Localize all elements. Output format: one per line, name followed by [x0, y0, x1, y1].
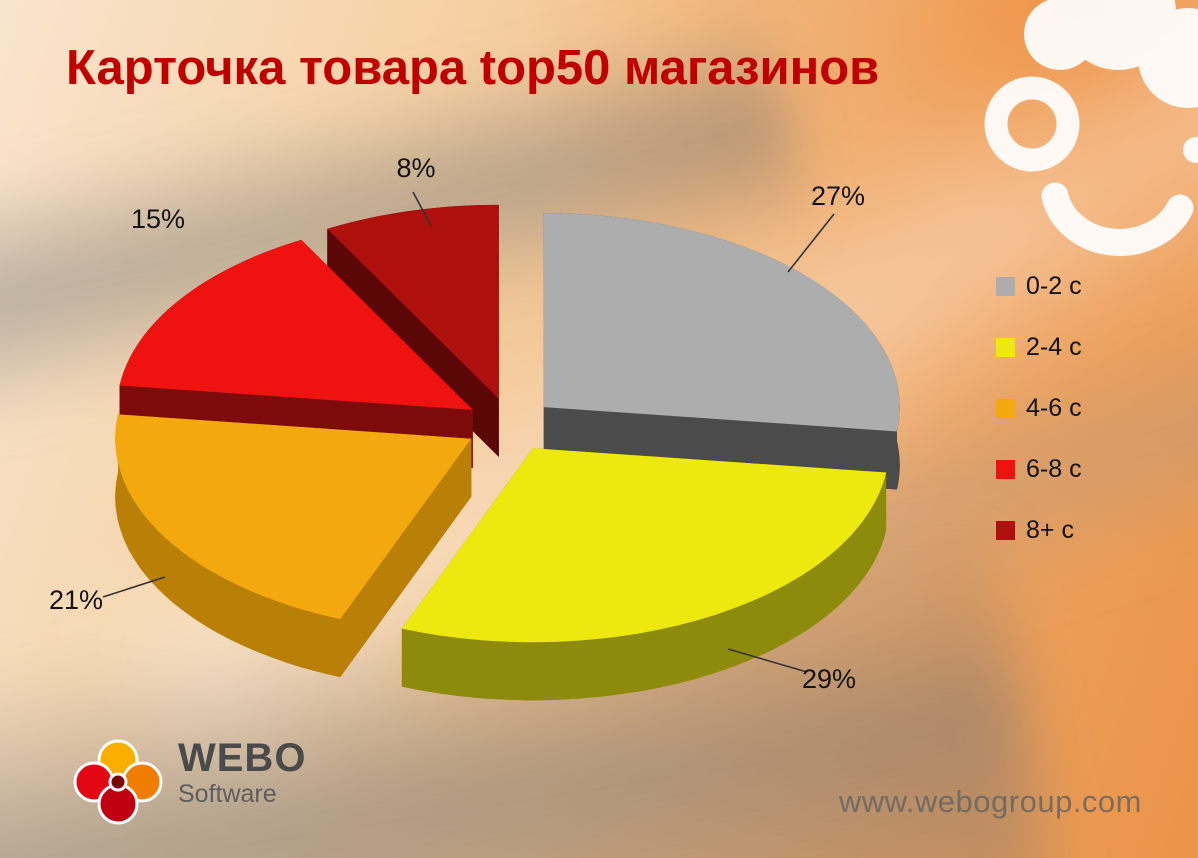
legend-swatch	[996, 338, 1015, 357]
legend-swatch	[996, 521, 1015, 540]
logo-name: WEBO	[178, 736, 307, 780]
leader-line	[727, 648, 808, 673]
legend-item: 8+ с	[996, 516, 1082, 545]
pie-slice-2-4-с	[401, 448, 887, 701]
leader-line	[412, 191, 432, 227]
legend-item: 4-6 с	[996, 394, 1082, 423]
legend-item: 6-8 с	[996, 455, 1082, 484]
legend-swatch	[996, 399, 1015, 418]
pie-slice-4-6-с	[115, 414, 472, 678]
pie-label-15-percent: 15%	[130, 204, 186, 234]
legend: 0-2 с 2-4 с 4-6 с 6-8 с 8+ с	[996, 272, 1082, 545]
pie-slice-0-2-с	[543, 213, 900, 490]
legend-label: 0-2 с	[1026, 272, 1082, 300]
website-link[interactable]: www.webogroup.com	[838, 784, 1142, 819]
legend-label: 4-6 с	[1026, 394, 1082, 422]
webo-flower-icon	[73, 739, 163, 825]
legend-item: 2-4 с	[996, 333, 1082, 362]
slide-title: Карточка товара top50 магазинов	[66, 41, 880, 95]
legend-label: 2-4 с	[1026, 333, 1082, 361]
legend-item: 0-2 с	[996, 272, 1082, 301]
legend-label: 6-8 с	[1026, 455, 1082, 483]
leader-line	[102, 576, 166, 598]
legend-label: 8+ с	[1026, 516, 1074, 544]
pie-label-27-percent: 27%	[810, 181, 866, 211]
logo: WEBO Software	[72, 738, 306, 826]
legend-swatch	[996, 460, 1015, 479]
leader-line	[787, 213, 835, 273]
legend-swatch	[996, 277, 1015, 296]
pie-label-21-percent: 21%	[48, 585, 104, 615]
pie-label-29-percent: 29%	[801, 664, 857, 694]
logo-subtitle: Software	[178, 780, 277, 808]
pie-label-8-percent: 8%	[396, 153, 436, 183]
